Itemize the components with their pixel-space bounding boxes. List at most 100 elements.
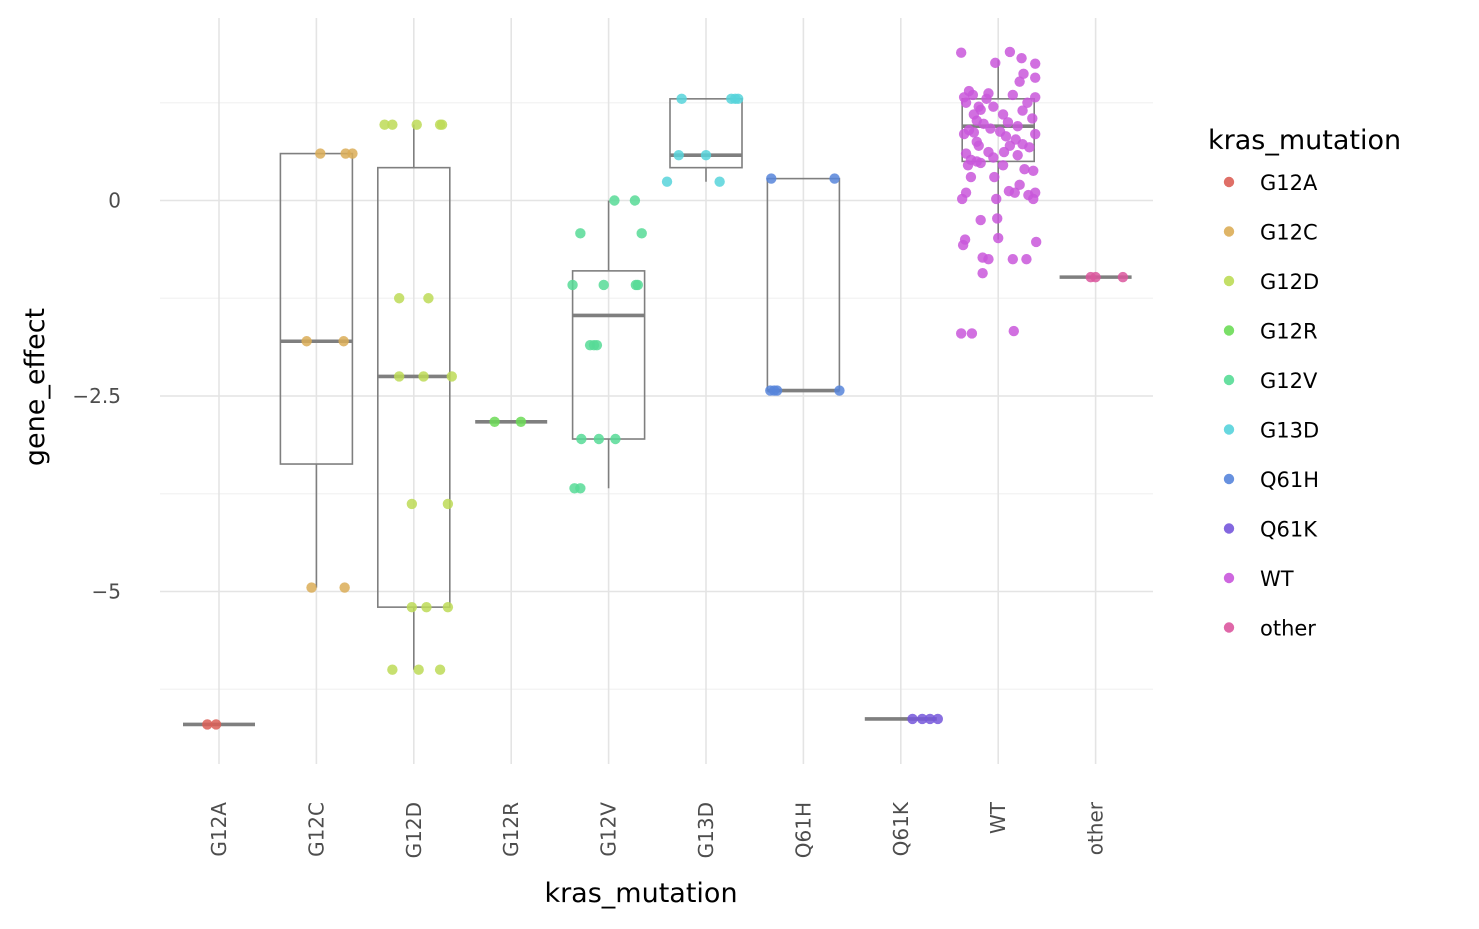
data-point [992,213,1003,224]
data-point [1090,271,1101,283]
data-point [393,293,405,304]
x-tick-label-g12c: G12C [304,802,328,857]
legend-key [1223,424,1235,435]
data-point [575,228,586,239]
data-point [421,601,432,613]
data-point [1024,142,1035,153]
data-point [1018,68,1029,80]
legend-entry-g12r: G12R [1223,320,1318,344]
legend-key [1223,473,1235,485]
data-point [1007,253,1019,265]
data-point [338,336,349,347]
data-point [990,57,1001,69]
legend-entry-other: other [1223,617,1316,641]
x-tick-label-wt: WT [986,801,1010,834]
data-point [977,268,988,279]
legend-key [1223,325,1235,336]
data-point [1000,131,1012,142]
data-point [1014,179,1025,191]
data-point [829,173,840,184]
data-point [975,214,986,226]
data-point [966,328,978,339]
data-point [963,85,975,97]
box-body [571,270,646,440]
y-axis-title: gene_effect [20,308,51,466]
data-point [418,371,429,382]
x-tick-label-g12a: G12A [207,802,231,857]
data-point [985,123,996,134]
data-point [973,140,984,151]
data-point [924,713,936,725]
legend-entry-g13d: G13D [1223,419,1319,443]
data-point [1030,128,1041,140]
data-point [975,157,986,169]
data-point [1030,92,1041,103]
data-point [1030,187,1041,198]
data-point [965,171,977,183]
box-body [669,98,743,169]
data-point [955,328,967,339]
data-point [339,582,350,593]
data-point [423,293,434,304]
legend-label: G12C [1260,221,1318,245]
legend-key [1223,226,1235,237]
data-point [567,279,578,291]
data-point [1117,271,1129,283]
data-point [917,713,928,725]
data-point [965,154,977,166]
data-point [411,119,422,130]
data-point [714,176,725,187]
data-point [960,187,972,198]
data-point [202,719,213,730]
points-wt [955,46,1042,339]
legend-label: G12R [1260,320,1318,344]
data-point [406,498,418,510]
legend-entry-g12v: G12V [1223,369,1318,393]
data-point [1002,117,1014,128]
legend-entry-q61k: Q61K [1223,518,1318,542]
data-point [1021,253,1032,265]
legend-key [1223,374,1235,386]
legend-key [1223,523,1235,534]
boxplot-g12v [571,200,646,489]
data-point [997,109,1009,120]
data-point [771,385,783,396]
data-point [673,149,684,161]
data-point [907,713,918,725]
data-point [210,719,222,730]
data-point [963,124,975,136]
data-point [591,339,603,351]
legend: kras_mutation G12A G12C G12D G12R G12V G13D Q6… [1208,125,1401,641]
data-point [629,195,641,206]
data-point [406,601,418,613]
tick-layer: 0 −2.5 −5 G12A G12C G12D G12R G12V G13D Q61H Q61K W… [72,189,1107,859]
data-point [1028,165,1039,176]
data-point [387,119,398,130]
legend-entry-g12d: G12D [1223,270,1319,294]
legend-entry-g12a: G12A [1223,171,1318,195]
data-point [1030,58,1041,69]
data-point [593,433,605,445]
x-tick-label-g12d: G12D [402,802,426,858]
data-point [301,336,312,347]
data-point [379,119,390,130]
data-point [610,433,621,445]
legend-entry-g12c: G12C [1223,221,1318,245]
data-point [576,433,587,445]
legend-label: G13D [1260,419,1319,443]
data-point [997,160,1009,171]
data-point [955,47,967,58]
data-point [1004,140,1016,151]
data-point [347,148,358,159]
points-g13d [661,93,744,187]
y-tick-label: −2.5 [72,384,121,408]
data-point [1009,187,1020,198]
data-point [993,232,1004,244]
data-point [436,119,448,130]
x-tick-label-g12v: G12V [597,802,621,857]
legend-entry-wt: WT [1223,567,1294,591]
data-point [1022,97,1033,108]
legend-label: WT [1260,567,1294,591]
